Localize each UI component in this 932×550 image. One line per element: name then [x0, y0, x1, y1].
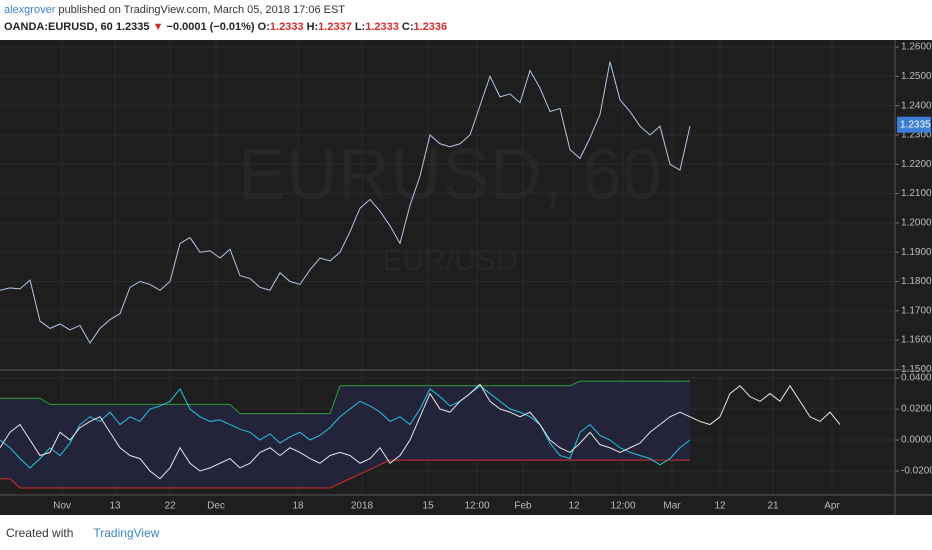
- x-tick-label: Nov: [53, 501, 71, 512]
- y-tick-label: -0.0200: [901, 466, 932, 477]
- watermark-title: EURUSD, 60: [238, 135, 662, 215]
- watermark-subtitle: EUR/USD: [382, 244, 517, 277]
- x-tick-label: Mar: [663, 501, 681, 512]
- ohlc-label: H:: [306, 21, 319, 33]
- last-price-box: [897, 116, 931, 133]
- symbol: OANDA:EURUSD, 60: [4, 21, 113, 33]
- y-tick-label: 1.2000: [901, 218, 932, 229]
- y-tick-label: 1.1600: [901, 335, 932, 346]
- x-tick-label: 12: [714, 501, 726, 512]
- x-tick-label: 12:00: [610, 501, 635, 512]
- publish-line: alexgrover published on TradingView.com,…: [4, 2, 450, 19]
- last: 1.2335: [115, 21, 150, 33]
- y-tick-label: 0.0400: [901, 373, 932, 384]
- x-tick-label: 18: [292, 501, 304, 512]
- arrow: ▼: [152, 21, 164, 33]
- series-line: [0, 385, 691, 469]
- y-tick-label: 1.2400: [901, 100, 932, 111]
- x-tick-label: 12:00: [464, 501, 489, 512]
- series-line: [0, 459, 690, 489]
- y-tick-label: 1.1700: [901, 305, 932, 316]
- ohlc-value: 1.2337: [318, 21, 352, 33]
- y-tick-label: 1.2200: [901, 159, 932, 170]
- ohlc-label: L:: [354, 21, 366, 33]
- y-tick-label: 1.2100: [901, 188, 932, 199]
- y-tick-label: 1.2300: [901, 130, 932, 141]
- series-line: [0, 61, 691, 344]
- ohlc-label: C:: [401, 21, 414, 33]
- y-tick-label: 0.0000: [901, 435, 932, 446]
- last-price-label: 1.2335: [900, 119, 931, 130]
- chart: EURUSD, 60 EUR/USD Nov 13 22 Dec 18 2018 15 12:…: [0, 40, 932, 515]
- brand[interactable]: TradingView: [93, 526, 160, 540]
- x-tick-label: Dec: [207, 501, 225, 512]
- x-tick-label: 12: [568, 501, 580, 512]
- x-tick-label: 21: [767, 501, 779, 512]
- y-tick-label: 1.2500: [901, 71, 932, 82]
- ohlc-label: O:: [257, 21, 270, 33]
- author[interactable]: alexgrover: [4, 4, 56, 16]
- y-tick-label: 0.0200: [901, 404, 932, 415]
- band-fill: [0, 381, 690, 489]
- footer: Created with TradingView: [6, 526, 159, 540]
- series-line: [0, 383, 841, 480]
- symbol-line: OANDA:EURUSD, 60 1.2335 ▼ −0.0001 (−0.01…: [4, 19, 450, 36]
- ohlc-value: 1.2333: [365, 21, 399, 33]
- series-line: [0, 380, 690, 415]
- published: published on TradingView.com, March 05, …: [58, 4, 346, 16]
- x-tick-label: 13: [109, 501, 121, 512]
- ohlc-value: 1.2333: [269, 21, 304, 33]
- y-tick-label: 1.1800: [901, 276, 932, 287]
- created: Created with: [6, 526, 74, 540]
- y-tick-label: 1.2600: [901, 42, 932, 53]
- x-tick-label: 22: [164, 501, 176, 512]
- header: alexgrover published on TradingView.com,…: [4, 2, 450, 36]
- x-tick-label: 2018: [351, 501, 374, 512]
- y-tick-label: 1.1900: [901, 247, 932, 258]
- x-tick-label: 15: [422, 501, 434, 512]
- change: −0.0001 (−0.01%): [166, 21, 255, 33]
- x-tick-label: Apr: [824, 501, 840, 512]
- ohlc: O:1.2333 H:1.2337 L:1.2333 C:1.2336: [258, 21, 450, 33]
- x-tick-label: Feb: [514, 501, 532, 512]
- ohlc-value: 1.2336: [413, 21, 448, 33]
